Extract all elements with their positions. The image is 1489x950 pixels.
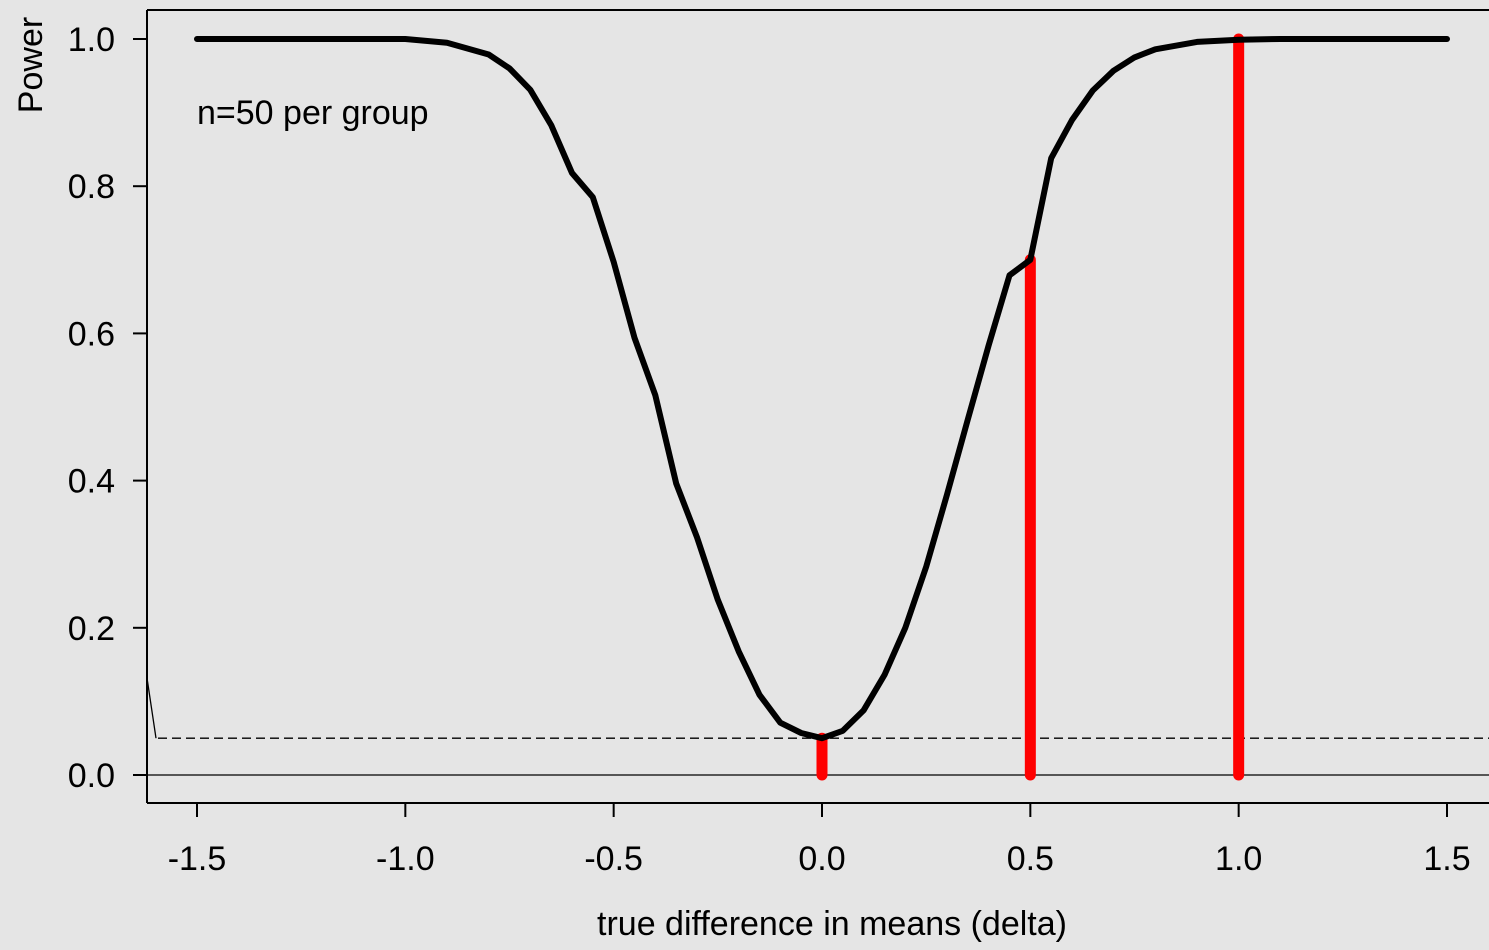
x-tick-label: 1.5	[1423, 840, 1470, 878]
chart-annotation: n=50 per group	[197, 94, 429, 132]
y-tick-label: 1.0	[68, 21, 115, 59]
axes: -1.5 -1.0 -0.5 0.0 0.5 1.0 1.5 0.0 0.2 0.4 0.6 0.8 1…	[68, 9, 1489, 878]
x-tick-label: 1.0	[1215, 840, 1262, 878]
x-tick-label: 0.0	[798, 840, 845, 878]
y-tick-label: 0.2	[68, 610, 115, 648]
red-bars	[816, 33, 1245, 781]
x-tick-label: -1.0	[376, 840, 435, 878]
y-tick-label: 0.4	[68, 463, 115, 501]
power-curve-line	[194, 36, 1450, 742]
y-axis-title: Power	[12, 17, 50, 113]
power-curve	[194, 36, 1450, 742]
y-tick-label: 0.8	[68, 168, 115, 206]
x-tick-label: 0.5	[1007, 840, 1054, 878]
x-axis-title: true difference in means (delta)	[597, 905, 1067, 943]
y-tick-label: 0.0	[68, 757, 115, 795]
x-tick-label: -0.5	[584, 840, 643, 878]
edge-stub-line	[146, 677, 157, 739]
x-tick-label: -1.5	[168, 840, 227, 878]
y-tick-label: 0.6	[68, 315, 115, 353]
